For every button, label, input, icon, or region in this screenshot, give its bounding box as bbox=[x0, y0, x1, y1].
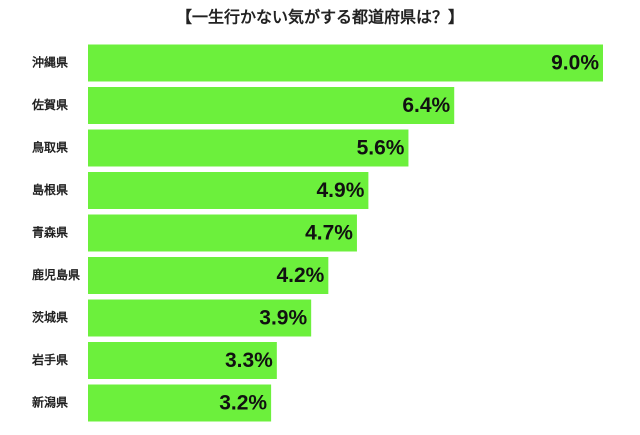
value-label: 5.6% bbox=[357, 137, 405, 160]
bar bbox=[88, 87, 455, 124]
bar bbox=[88, 299, 312, 337]
category-label: 茨城県 bbox=[32, 310, 68, 325]
bar bbox=[88, 257, 329, 294]
category-label: 鳥取県 bbox=[32, 140, 68, 155]
category-label: 沖縄県 bbox=[32, 55, 68, 70]
value-label: 9.0% bbox=[551, 52, 599, 75]
category-label: 青森県 bbox=[32, 225, 68, 240]
value-label: 4.7% bbox=[305, 222, 353, 245]
value-label: 4.9% bbox=[317, 179, 365, 202]
bar bbox=[88, 44, 603, 82]
value-label: 6.4% bbox=[402, 94, 450, 117]
value-label: 3.2% bbox=[219, 392, 267, 415]
category-label: 島根県 bbox=[32, 182, 68, 197]
bar bbox=[88, 172, 369, 209]
category-label: 鹿児島県 bbox=[32, 267, 80, 282]
bar bbox=[88, 384, 272, 422]
value-label: 3.9% bbox=[259, 307, 307, 330]
bar bbox=[88, 129, 409, 167]
bar bbox=[88, 342, 277, 379]
bar bbox=[88, 214, 357, 252]
category-label: 新潟県 bbox=[32, 395, 68, 410]
value-label: 3.3% bbox=[225, 349, 273, 372]
value-label: 4.2% bbox=[276, 264, 324, 287]
category-label: 岩手県 bbox=[31, 352, 68, 367]
category-label: 佐賀県 bbox=[31, 97, 68, 112]
chart-title: 【一生行かない気がする都道府県は？】 bbox=[176, 8, 464, 27]
